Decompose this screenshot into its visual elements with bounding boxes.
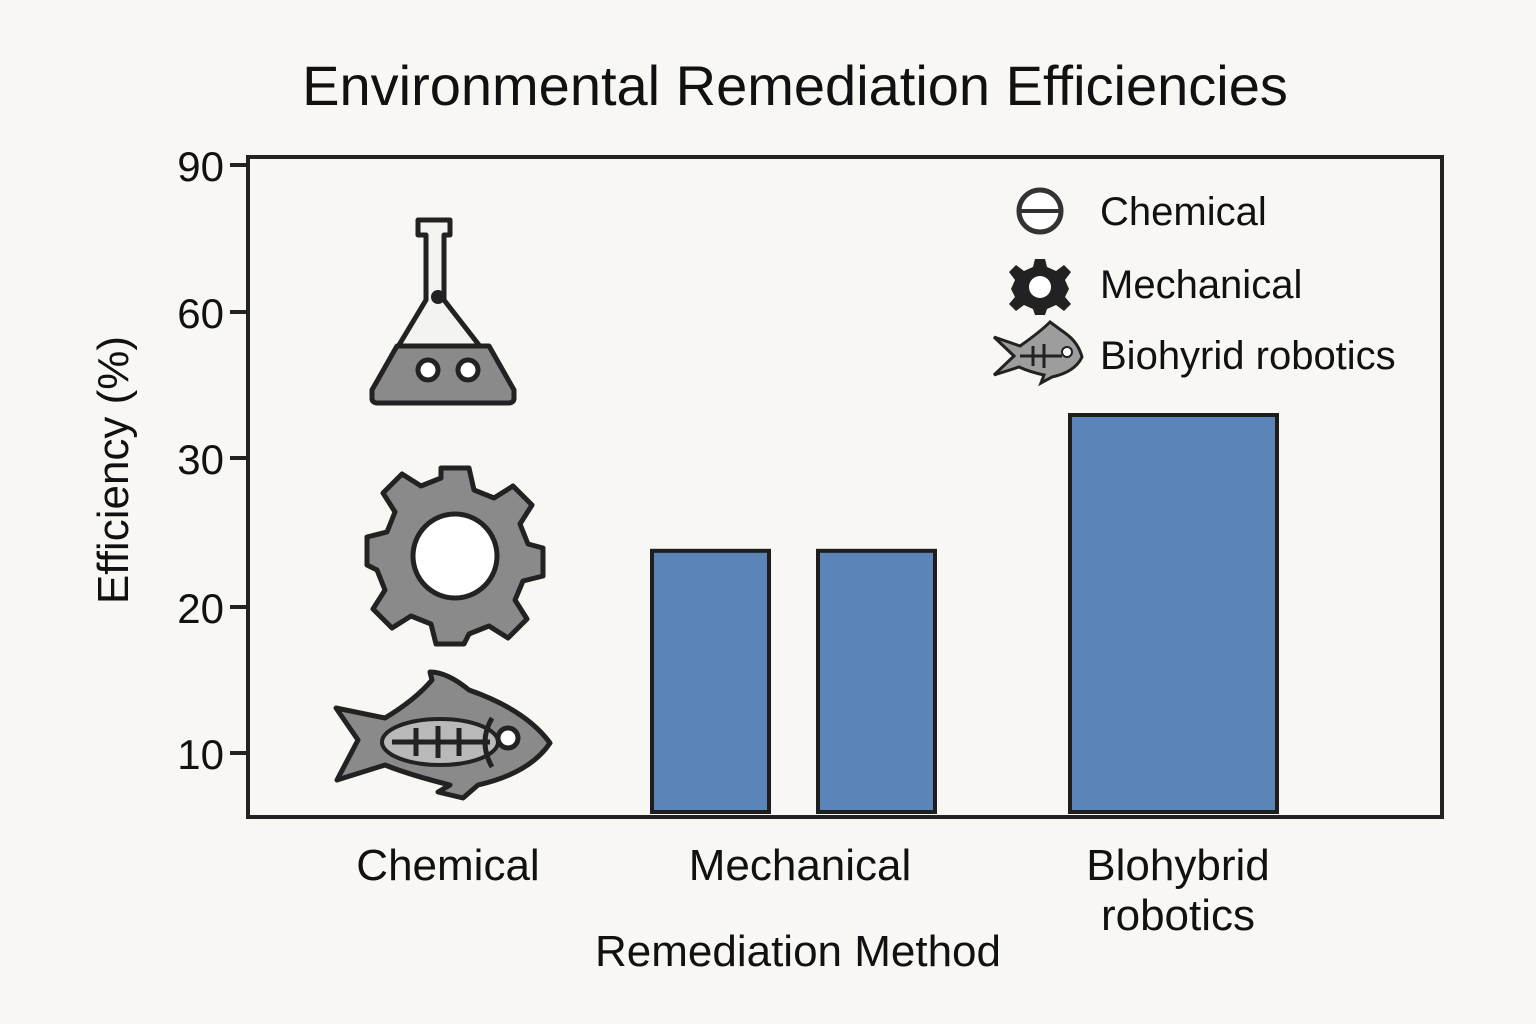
gear-icon [1009,259,1071,315]
chart-title: Environmental Remediation Efficiencies [302,54,1288,117]
y-tick-label: 10 [177,731,224,778]
legend: Chemical Mechanical Biohyrid robotics [992,187,1396,387]
x-axis-labels: Chemical Mechanical Blohybrid robotics [356,841,1269,940]
plot-frame [246,155,1444,819]
y-tick-label: 60 [177,290,224,337]
fish-icon [333,669,553,801]
flask-icon [369,217,517,406]
y-tick-label: 30 [177,436,224,483]
x-category-label: Blohybrid robotics [1086,841,1269,940]
x-category-label: Mechanical [689,841,912,890]
x-axis-title: Remediation Method [595,927,1001,976]
y-tick-label: 20 [177,585,224,632]
x-category-label: Chemical [356,841,539,890]
legend-label: Chemical [1100,190,1267,234]
gear-icon [364,465,546,647]
fish-icon [992,320,1084,387]
bar-mechanical [816,548,937,814]
legend-item-chemical: Chemical [1016,187,1267,235]
legend-label: Mechanical [1100,263,1302,307]
bar-blohybrid-robotics [1068,413,1279,814]
legend-label: Biohyrid robotics [1100,334,1396,378]
legend-item-biohybrid: Biohyrid robotics [992,320,1396,387]
bar-mechanical [650,548,771,814]
bars-group [650,413,1279,814]
y-tick-label: 90 [177,143,224,190]
legend-item-mechanical: Mechanical [1009,259,1302,315]
y-axis-title: Efficiency (%) [89,336,138,604]
y-axis: 90 60 30 20 10 [177,143,248,778]
